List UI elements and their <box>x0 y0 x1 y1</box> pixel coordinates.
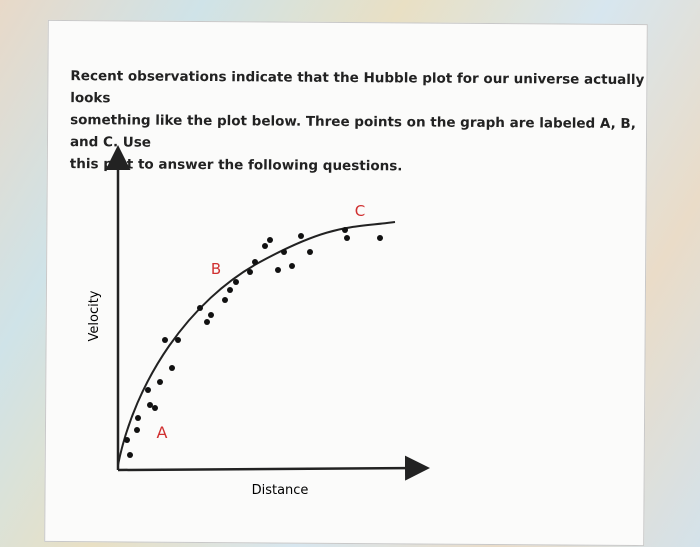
x-axis-label: Distance <box>252 483 309 498</box>
point-label: B <box>211 260 221 278</box>
data-points <box>124 227 383 458</box>
fit-curve <box>117 221 396 466</box>
point-label: C <box>355 202 365 220</box>
y-axis-label: Velocity <box>87 290 102 341</box>
x-axis <box>117 455 430 481</box>
point-label: A <box>157 423 168 442</box>
